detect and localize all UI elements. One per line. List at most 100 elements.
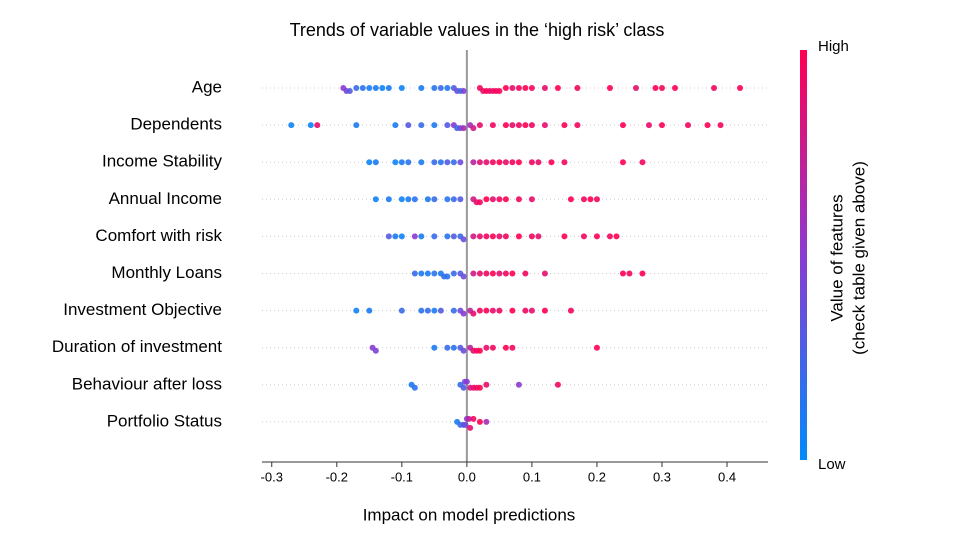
point <box>411 270 418 277</box>
point <box>496 159 503 166</box>
point <box>470 125 477 132</box>
point <box>535 159 542 166</box>
point <box>515 122 522 129</box>
point <box>444 233 451 240</box>
y-tick-label: Duration of investment <box>52 337 222 356</box>
point <box>711 85 718 91</box>
colorbar-title-line: (check table given above) <box>849 161 868 355</box>
point <box>398 233 405 240</box>
point <box>502 159 509 166</box>
point <box>717 122 724 129</box>
point <box>509 122 516 129</box>
point <box>431 85 438 91</box>
x-tick-label: 0.1 <box>523 469 541 484</box>
point <box>470 415 477 422</box>
point <box>541 307 548 314</box>
point <box>470 270 477 277</box>
point <box>470 233 477 240</box>
point <box>450 233 457 240</box>
point <box>398 159 405 166</box>
point <box>385 85 392 91</box>
x-tick-label: -0.1 <box>391 469 413 484</box>
point <box>463 378 470 385</box>
point <box>483 233 490 240</box>
point <box>619 159 626 166</box>
point <box>470 310 477 317</box>
y-tick-label: Portfolio Status <box>107 411 222 430</box>
point <box>489 196 496 203</box>
point <box>444 344 451 351</box>
point <box>476 122 483 129</box>
point <box>528 233 535 240</box>
point <box>424 307 431 314</box>
point <box>515 381 522 388</box>
colorbar-title-line: Value of features <box>827 194 846 321</box>
point <box>528 122 535 129</box>
point <box>522 307 529 314</box>
point <box>541 122 548 129</box>
point <box>288 122 295 129</box>
point <box>450 159 457 166</box>
point <box>424 196 431 203</box>
point <box>737 85 744 91</box>
point <box>372 196 379 203</box>
point <box>392 159 399 166</box>
point <box>437 307 444 314</box>
point <box>580 196 587 203</box>
point <box>509 307 516 314</box>
point <box>470 159 477 166</box>
point <box>489 344 496 351</box>
point <box>411 384 418 391</box>
point <box>457 196 464 203</box>
point <box>619 270 626 277</box>
point <box>444 273 451 280</box>
point <box>489 270 496 277</box>
y-tick-label: Age <box>192 77 222 96</box>
x-tick-label: 0.4 <box>718 469 736 484</box>
point <box>496 233 503 240</box>
point <box>444 159 451 166</box>
point <box>483 307 490 314</box>
point <box>626 270 633 277</box>
point <box>522 85 529 91</box>
point <box>502 344 509 351</box>
point <box>593 196 600 203</box>
point <box>496 307 503 314</box>
point <box>398 85 405 91</box>
y-tick-label: Monthly Loans <box>111 263 222 282</box>
point <box>476 270 483 277</box>
point <box>346 88 353 94</box>
point <box>418 159 425 166</box>
point <box>548 159 555 166</box>
point <box>528 85 535 91</box>
point <box>580 233 587 240</box>
point <box>658 85 665 91</box>
colorbar-low-label: Low <box>818 456 846 473</box>
point <box>431 233 438 240</box>
point <box>444 85 451 91</box>
x-tick-label: -0.3 <box>261 469 283 484</box>
x-tick-label: -0.2 <box>326 469 348 484</box>
point <box>496 196 503 203</box>
point <box>613 233 620 240</box>
colorbar <box>800 50 807 460</box>
point <box>405 122 412 129</box>
point <box>496 270 503 277</box>
point <box>476 307 483 314</box>
point <box>431 122 438 129</box>
point <box>437 159 444 166</box>
point <box>606 233 613 240</box>
point <box>372 85 379 91</box>
point <box>593 344 600 351</box>
point <box>509 270 516 277</box>
point <box>372 347 379 354</box>
chart-title: Trends of variable values in the ‘high r… <box>290 20 665 40</box>
point <box>476 199 483 206</box>
point <box>489 122 496 129</box>
point <box>460 310 467 317</box>
point <box>502 85 509 91</box>
point <box>476 384 483 391</box>
point <box>704 122 711 129</box>
point <box>632 85 639 91</box>
